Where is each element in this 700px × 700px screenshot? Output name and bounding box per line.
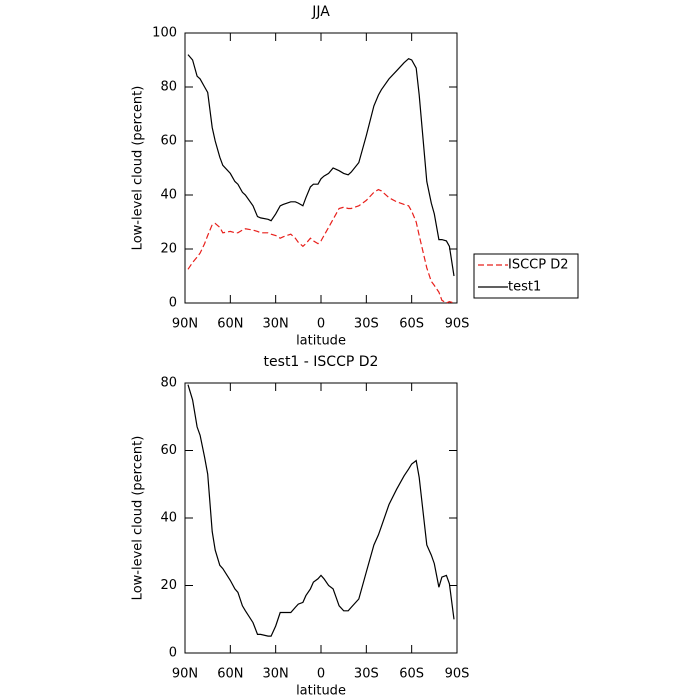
y-tick-label: 40 — [160, 188, 177, 203]
x-tick-label: 60N — [217, 317, 243, 332]
y-tick-label: 80 — [160, 80, 177, 95]
x-tick-label: 30N — [263, 667, 289, 682]
x-tick-label: 90S — [445, 667, 470, 682]
x-axis-label: latitude — [296, 334, 346, 349]
x-tick-label: 30N — [263, 317, 289, 332]
plot-frame — [184, 382, 458, 654]
x-tick-label: 60N — [217, 667, 243, 682]
y-tick-label: 20 — [160, 578, 177, 593]
y-tick-label: 80 — [160, 376, 177, 391]
chart-title: JJA — [311, 4, 330, 20]
x-tick-label: 90N — [172, 317, 198, 332]
x-tick-label: 90S — [445, 317, 470, 332]
y-tick-label: 60 — [160, 443, 177, 458]
data-line — [187, 54, 455, 277]
legend-label: ISCCP D2 — [508, 258, 569, 273]
y-tick-label: 0 — [169, 296, 177, 311]
x-tick-label: 0 — [317, 317, 325, 332]
y-axis-label: Low-level cloud (percent) — [131, 86, 146, 251]
x-tick-label: 90N — [172, 667, 198, 682]
x-tick-label: 60S — [399, 667, 424, 682]
y-tick-label: 40 — [160, 511, 177, 526]
x-tick-label: 0 — [317, 667, 325, 682]
chart-title: test1 - ISCCP D2 — [264, 354, 379, 370]
y-tick-label: 60 — [160, 134, 177, 149]
x-tick-label: 30S — [354, 317, 379, 332]
legend-label: test1 — [508, 280, 541, 295]
y-tick-label: 0 — [169, 646, 177, 661]
data-line — [187, 384, 455, 637]
y-axis-label: Low-level cloud (percent) — [131, 436, 146, 601]
legend-box — [473, 253, 579, 299]
x-tick-label: 30S — [354, 667, 379, 682]
data-line — [187, 188, 455, 304]
y-tick-label: 100 — [152, 26, 177, 41]
x-tick-label: 60S — [399, 317, 424, 332]
x-axis-label: latitude — [296, 684, 346, 699]
y-tick-label: 20 — [160, 242, 177, 257]
